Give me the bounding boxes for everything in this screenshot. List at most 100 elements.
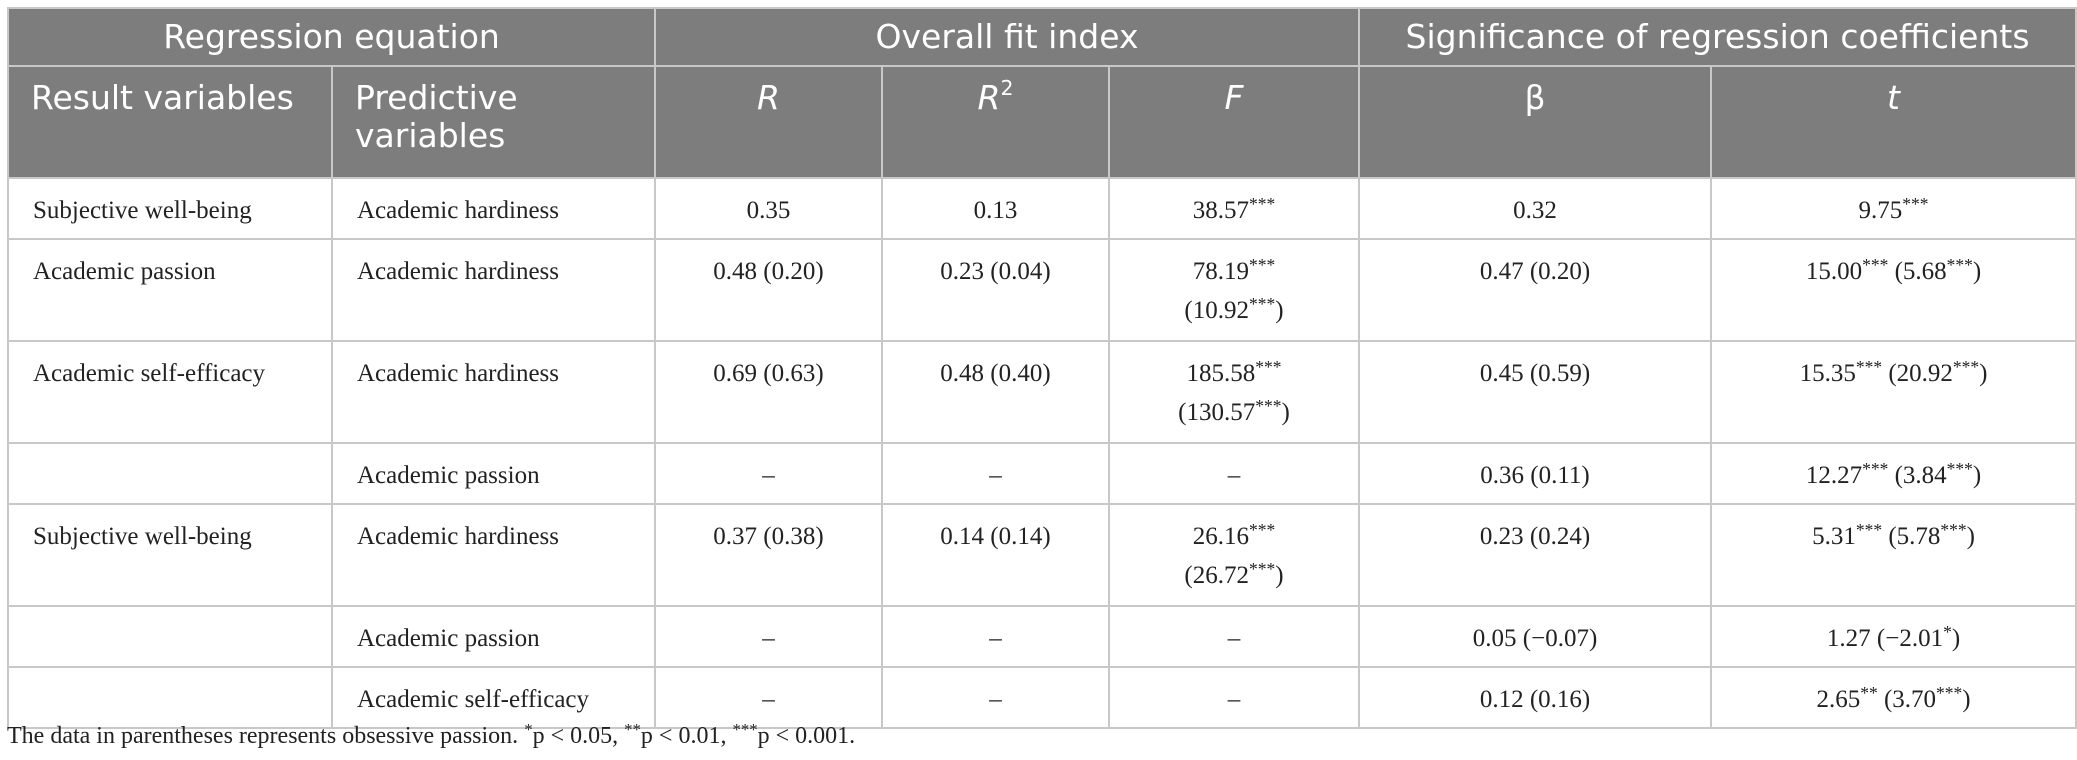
cell-t: 12.27*** (3.84***) xyxy=(1710,442,2077,505)
cell-beta-text: 0.12 (0.16) xyxy=(1479,686,1591,713)
cell-beta-text: 0.05 (−0.07) xyxy=(1472,625,1598,652)
header-column-row: Result variables Predictive variables R … xyxy=(7,65,2077,179)
cell-t-text: 1.27 (−2.01*) xyxy=(1826,622,1961,652)
cell-r-squared: 0.14 (0.14) xyxy=(881,503,1110,607)
header-f: F xyxy=(1107,65,1361,179)
header-significance: Significance of regression coefficients xyxy=(1358,7,2077,67)
cell-f: – xyxy=(1107,605,1361,668)
cell-predictive-variable-text: Academic hardiness xyxy=(357,258,560,285)
table-row: Academic self-efficacy Academic hardiness… xyxy=(7,340,2077,444)
cell-r-text: 0.35 xyxy=(746,197,791,224)
cell-result-variable: Academic self-efficacy xyxy=(7,340,333,444)
cell-t: 15.00*** (5.68***) xyxy=(1710,238,2077,342)
cell-r: 0.48 (0.20) xyxy=(654,238,883,342)
header-r-squared-base: R xyxy=(977,78,1001,117)
table-row: Academic passion Academic hardiness 0.48 (… xyxy=(7,238,2077,342)
cell-f-line1: 78.19*** xyxy=(1192,255,1276,285)
header-r: R xyxy=(654,65,883,179)
header-r-squared-exponent: 2 xyxy=(1000,75,1014,100)
regression-table-container: Regression equation Overall fit index Si… xyxy=(7,7,2077,729)
cell-r-text: – xyxy=(762,462,775,489)
cell-r-squared-text: 0.14 (0.14) xyxy=(940,523,1051,550)
cell-result-variable: Academic passion xyxy=(7,238,333,342)
cell-f: 78.19*** (10.92***) xyxy=(1107,238,1361,342)
cell-t-text: 2.65** (3.70***) xyxy=(1816,683,1971,713)
cell-beta: 0.32 xyxy=(1358,177,1713,240)
cell-result-variable-text: Academic passion xyxy=(33,258,216,285)
cell-t-text: 9.75*** xyxy=(1858,194,1929,224)
cell-f-line2: (10.92***) xyxy=(1184,294,1284,324)
cell-beta-text: 0.23 (0.24) xyxy=(1479,523,1591,550)
cell-t-text: 15.35*** (20.92***) xyxy=(1799,357,1988,387)
cell-r-squared: – xyxy=(881,605,1110,668)
cell-predictive-variable: Academic hardiness xyxy=(331,177,656,240)
header-group-row: Regression equation Overall fit index Si… xyxy=(7,7,2077,67)
cell-r-squared-text: – xyxy=(989,686,1002,713)
cell-f-line1: 185.58*** xyxy=(1186,357,1282,387)
cell-f-line1: – xyxy=(1227,625,1241,652)
cell-r-squared-text: – xyxy=(989,625,1002,652)
cell-predictive-variable: Academic hardiness xyxy=(331,503,656,607)
cell-r-squared-text: 0.48 (0.40) xyxy=(940,360,1051,387)
header-r-squared: R2 xyxy=(881,65,1110,179)
cell-predictive-variable: Academic passion xyxy=(331,605,656,668)
header-t: t xyxy=(1710,65,2077,179)
cell-t-text: 12.27*** (3.84***) xyxy=(1805,459,1982,489)
regression-table: Regression equation Overall fit index Si… xyxy=(7,7,2077,729)
cell-r-squared-text: 0.13 xyxy=(973,197,1018,224)
cell-r: 0.37 (0.38) xyxy=(654,503,883,607)
cell-predictive-variable: Academic self-efficacy xyxy=(331,666,656,729)
cell-r: – xyxy=(654,605,883,668)
cell-beta-text: 0.36 (0.11) xyxy=(1480,462,1590,489)
cell-beta: 0.05 (−0.07) xyxy=(1358,605,1713,668)
cell-r-text: – xyxy=(762,625,775,652)
cell-f: 185.58*** (130.57***) xyxy=(1107,340,1361,444)
cell-r-squared: – xyxy=(881,442,1110,505)
cell-f-line1: – xyxy=(1227,462,1241,489)
cell-t-text: 5.31*** (5.78***) xyxy=(1812,520,1975,550)
cell-r-squared-text: – xyxy=(989,462,1002,489)
cell-r: 0.35 xyxy=(654,177,883,240)
cell-result-variable-text: Subjective well-being xyxy=(33,523,252,550)
cell-r-text: – xyxy=(762,686,775,713)
cell-predictive-variable-text: Academic passion xyxy=(357,625,540,652)
cell-t: 5.31*** (5.78***) xyxy=(1710,503,2077,607)
table-row: Subjective well-being Academic hardiness 0… xyxy=(7,177,2077,240)
footnote-text: The data in parentheses represents obses… xyxy=(7,720,856,749)
cell-beta: 0.23 (0.24) xyxy=(1358,503,1713,607)
cell-f-line1: – xyxy=(1227,686,1241,713)
cell-predictive-variable-text: Academic hardiness xyxy=(357,523,560,550)
cell-t: 2.65** (3.70***) xyxy=(1710,666,2077,729)
cell-result-variable-text: Academic self-efficacy xyxy=(33,360,266,387)
cell-f-line1: 38.57*** xyxy=(1192,194,1276,224)
cell-result-variable: Subjective well-being xyxy=(7,177,333,240)
cell-result-variable-text: Subjective well-being xyxy=(33,197,252,224)
header-beta: β xyxy=(1358,65,1713,179)
cell-result-variable: Subjective well-being xyxy=(7,503,333,607)
cell-f: – xyxy=(1107,666,1361,729)
table-row: Academic passion – – – 0.36 (0.11) 12.27*** (… xyxy=(7,442,2077,505)
cell-predictive-variable-text: Academic hardiness xyxy=(357,360,560,387)
cell-r-text: 0.37 (0.38) xyxy=(713,523,824,550)
cell-f: 38.57*** xyxy=(1107,177,1361,240)
header-regression-equation: Regression equation xyxy=(7,7,656,67)
cell-t: 15.35*** (20.92***) xyxy=(1710,340,2077,444)
table-row: Academic passion – – – 0.05 (−0.07) 1.27 (−2.… xyxy=(7,605,2077,668)
cell-f: 26.16*** (26.72***) xyxy=(1107,503,1361,607)
cell-f-line2: (26.72***) xyxy=(1184,559,1284,589)
cell-result-variable xyxy=(7,442,333,505)
table-header: Regression equation Overall fit index Si… xyxy=(7,7,2077,179)
cell-predictive-variable: Academic hardiness xyxy=(331,238,656,342)
cell-predictive-variable-text: Academic self-efficacy xyxy=(357,686,590,713)
cell-beta: 0.47 (0.20) xyxy=(1358,238,1713,342)
cell-r-text: 0.48 (0.20) xyxy=(713,258,824,285)
cell-r-squared: 0.23 (0.04) xyxy=(881,238,1110,342)
header-overall-fit-index: Overall fit index xyxy=(653,7,1361,67)
cell-r-text: 0.69 (0.63) xyxy=(713,360,824,387)
cell-f-line1: 26.16*** xyxy=(1192,520,1276,550)
cell-result-variable xyxy=(7,666,333,729)
cell-r: 0.69 (0.63) xyxy=(654,340,883,444)
table-footnote: The data in parentheses represents obses… xyxy=(7,720,856,750)
cell-t-text: 15.00*** (5.68***) xyxy=(1805,255,1982,285)
cell-beta: 0.12 (0.16) xyxy=(1358,666,1713,729)
